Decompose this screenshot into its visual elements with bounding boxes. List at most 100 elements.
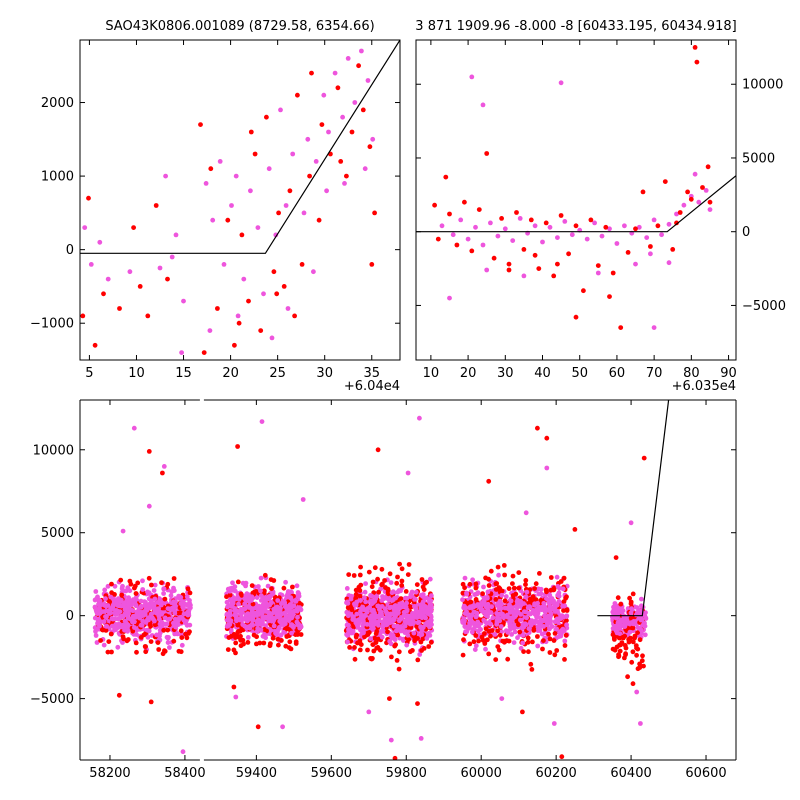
- bottom-point-red-3-148: [290, 584, 295, 590]
- bottom-point-red-1-118: [135, 580, 141, 586]
- bottom-point-core-2-84: [364, 622, 370, 627]
- bottom-point-pink-0-146: [140, 578, 145, 584]
- bottom-point-pink-2-5: [258, 575, 264, 581]
- bottom-point-red-3-41: [245, 640, 251, 645]
- bottom-point-core-1-197: [291, 625, 296, 630]
- top-right-point-pink-21: [599, 233, 605, 239]
- bottom-point-core-3-64: [555, 584, 561, 589]
- bottom-point-red-7-245: [493, 581, 499, 587]
- bottom-point-core-1-141: [258, 627, 264, 633]
- bottom-point-core-3-150: [564, 613, 570, 619]
- bottom-point-red-7-30: [564, 594, 569, 600]
- top-right-point-red-38: [700, 185, 705, 190]
- bottom-point-red-5-220: [358, 642, 364, 647]
- bottom-point-core-3-90: [523, 594, 529, 600]
- bottom-point-core-0-146: [126, 595, 131, 601]
- bottom-point-core-3-205: [532, 601, 537, 607]
- bottom-xtick-label: 60600: [685, 766, 726, 781]
- bottom-point-red-1-13: [165, 627, 171, 633]
- bottom-point-red-7-5: [471, 639, 477, 645]
- bottom-point-red-9-73: [617, 642, 622, 648]
- bottom-point-red-7-110: [516, 585, 522, 591]
- bottom-point-core-3-101: [481, 617, 487, 623]
- bottom-point-red-5-198: [357, 572, 363, 578]
- top-right-xtick-label: 80: [683, 366, 700, 381]
- bottom-point-red-5-8: [351, 573, 357, 578]
- bottom-point-red-9-37: [623, 645, 629, 651]
- bottom-point-pink-0-345: [171, 588, 177, 593]
- bottom-point-core-1-204: [234, 617, 239, 623]
- bottom-point-core-4-60: [635, 609, 640, 615]
- bottom-point-core-3-200: [484, 610, 490, 616]
- top-left-point-red-35: [360, 107, 366, 113]
- bottom-point-core-4-63: [621, 622, 627, 628]
- top-right-point-red-40: [707, 199, 713, 205]
- bottom-point-core-1-198: [273, 607, 279, 613]
- bottom-point-red-3-45: [227, 592, 233, 598]
- bottom-point-pink-6-173: [496, 572, 501, 578]
- bottom-point-core-3-182: [495, 615, 500, 620]
- bottom-point-core-3-172: [512, 609, 518, 614]
- bottom-point-pink-4-359: [427, 576, 433, 582]
- top-left-point-pink-7: [173, 232, 179, 238]
- bottom-point-red-9-18: [635, 630, 640, 635]
- bottom-point-core-2-222: [358, 627, 363, 633]
- bottom-point-pink-6-33: [518, 645, 524, 651]
- top-right-point-red-19: [566, 251, 571, 257]
- bottom-point-pink-6-332: [472, 647, 478, 652]
- bottom-point-red-7-180: [529, 667, 535, 672]
- bottom-point-core-4-37: [613, 602, 618, 608]
- bottom-point-red-5-17: [349, 607, 355, 613]
- bottom-point-core-3-206: [464, 629, 470, 634]
- bottom-point-red-5-213: [380, 581, 385, 587]
- bottom-point-red-7-125: [562, 657, 567, 662]
- bottom-point-core-2-49: [386, 597, 392, 603]
- bottom-point-red-7-135: [544, 589, 549, 595]
- bottom-point-red-5-161: [352, 645, 357, 650]
- bottom-point-core-0-197: [102, 609, 108, 614]
- bottom-point-pink-4-345: [362, 589, 368, 595]
- bottom-point-core-3-178: [494, 619, 500, 625]
- bottom-point-core-2-219: [370, 619, 376, 625]
- bottom-point-pink-6-66: [481, 584, 486, 590]
- bottom-point-red-5-25: [406, 562, 412, 567]
- top-left-point-red-36: [367, 144, 373, 150]
- bottom-point-core-0-69: [165, 606, 171, 611]
- top-left-point-red-33: [349, 129, 355, 135]
- bottom-point-red-1-110: [161, 627, 167, 633]
- bottom-point-red-3-88: [268, 577, 274, 582]
- top-right-point-red-32: [662, 179, 668, 185]
- bottom-point-core-0-186: [92, 615, 98, 621]
- bottom-point-core-1-29: [271, 623, 277, 629]
- bottom-point-core-2-190: [346, 622, 351, 628]
- bottom-outlier-red-9: [415, 701, 420, 706]
- top-left-point-red-29: [319, 122, 325, 127]
- bottom-point-red-5-83: [357, 593, 363, 599]
- bottom-outlier-red-15: [641, 455, 647, 461]
- bottom-point-core-0-158: [107, 611, 112, 616]
- top-right-ytick-label: 5000: [742, 151, 775, 166]
- bottom-point-red-5-183: [421, 587, 427, 592]
- bottom-point-red-5-55: [358, 564, 363, 570]
- bottom-point-red-1-33: [109, 649, 114, 655]
- bottom-point-red-5-22: [396, 649, 402, 655]
- top-right-point-pink-7: [495, 233, 501, 239]
- bottom-point-core-1-189: [245, 618, 250, 624]
- bottom-outlier-pink-20: [634, 689, 640, 695]
- bottom-point-core-4-43: [627, 629, 633, 635]
- bottom-point-core-3-148: [468, 618, 474, 624]
- top-left-point-red-12: [208, 166, 214, 172]
- bottom-point-red-1-89: [149, 582, 154, 588]
- bottom-point-red-9-66: [630, 649, 636, 655]
- bottom-point-core-1-196: [267, 614, 272, 620]
- bottom-point-pink-0-86: [152, 582, 158, 588]
- bottom-point-core-2-154: [388, 620, 393, 625]
- top-right-point-pink-15: [555, 235, 560, 241]
- bottom-point-core-3-47: [475, 619, 481, 625]
- bottom-outlier-pink-6: [233, 694, 239, 700]
- bottom-point-core-1-69: [243, 597, 248, 603]
- bottom-point-red-1-46: [109, 581, 114, 587]
- bottom-point-red-7-253: [548, 575, 554, 580]
- bottom-point-core-0-181: [132, 599, 138, 605]
- bottom-point-core-3-50: [520, 640, 526, 646]
